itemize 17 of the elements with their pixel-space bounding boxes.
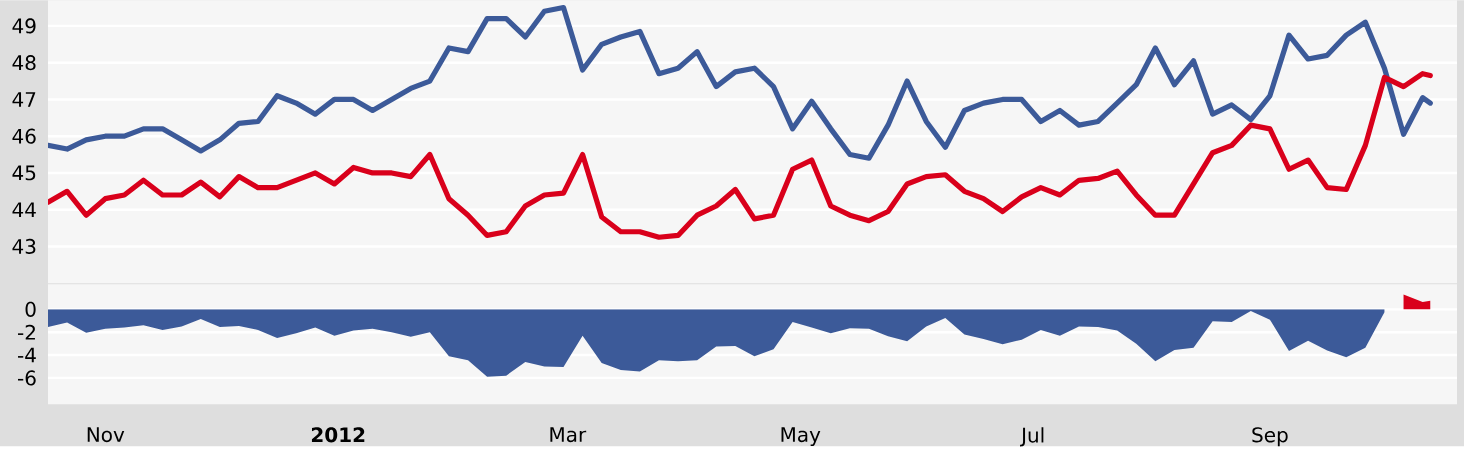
y-tick-label: 48 xyxy=(12,55,36,71)
y-tick-label: -4 xyxy=(17,347,36,363)
x-tick-label: Nov xyxy=(87,427,125,443)
y-tick-label: 46 xyxy=(12,128,36,144)
y-tick-label: -6 xyxy=(17,370,36,386)
y-tick-label: 45 xyxy=(12,165,36,181)
x-tick-label: Jul xyxy=(1020,427,1044,447)
y-tick-label: 0 xyxy=(25,301,36,317)
x-tick-label: 2012 xyxy=(311,427,365,443)
y-tick-label: 44 xyxy=(12,202,36,217)
y-tick-label: 49 xyxy=(12,18,36,34)
x-tick-label: May xyxy=(781,427,821,446)
x-tick-label: Sep xyxy=(1252,427,1288,447)
y-tick-label: 43 xyxy=(12,238,36,254)
y-tick-label: 47 xyxy=(12,92,36,107)
y-tick-label: -2 xyxy=(17,324,35,340)
x-tick-label: Mar xyxy=(550,427,587,443)
